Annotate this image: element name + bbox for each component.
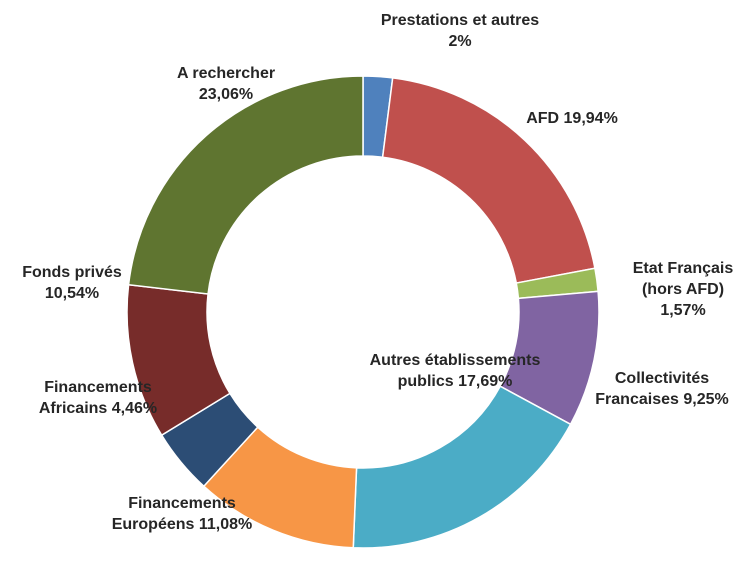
slice-label: AFD 19,94% xyxy=(522,108,622,129)
slice xyxy=(381,77,596,284)
slice-label: Financements Européens 11,08% xyxy=(102,493,262,535)
slice-label: Prestations et autres 2% xyxy=(380,10,540,52)
value-label: 9,25% xyxy=(683,391,729,408)
slice xyxy=(127,75,364,295)
slice-label: Etat Français (hors AFD) 1,57% xyxy=(623,258,743,321)
value-label: 1,57% xyxy=(660,302,706,319)
value-label: 19,94% xyxy=(563,110,618,127)
slice xyxy=(352,385,572,549)
value-label: 2% xyxy=(448,33,472,50)
category-name: A rechercher xyxy=(176,65,276,82)
category-name: Prestations et autres xyxy=(380,12,540,29)
category-name: AFD xyxy=(526,110,560,127)
category-name: Collectivités Francaises xyxy=(595,370,710,408)
category-name: Autres établissements publics xyxy=(369,352,541,390)
category-name: Fonds privés xyxy=(22,264,122,281)
value-label: 4,46% xyxy=(111,400,158,417)
category-name: Financements Africains xyxy=(38,379,152,417)
value-label: 17,69% xyxy=(458,373,513,390)
value-label: 11,08% xyxy=(198,516,253,533)
category-name: Financements Européens xyxy=(111,495,236,533)
category-name: Etat Français (hors AFD) xyxy=(632,260,734,298)
value-label: 23,06% xyxy=(198,86,254,103)
slice-label: Collectivités Francaises 9,25% xyxy=(592,368,732,410)
slice-label: Financements Africains 4,46% xyxy=(23,377,173,419)
slice-label: Fonds privés 10,54% xyxy=(7,262,137,304)
value-label: 10,54% xyxy=(44,285,100,302)
slice-label: A rechercher 23,06% xyxy=(151,63,301,105)
slice-label: Autres établissements publics 17,69% xyxy=(368,350,543,392)
